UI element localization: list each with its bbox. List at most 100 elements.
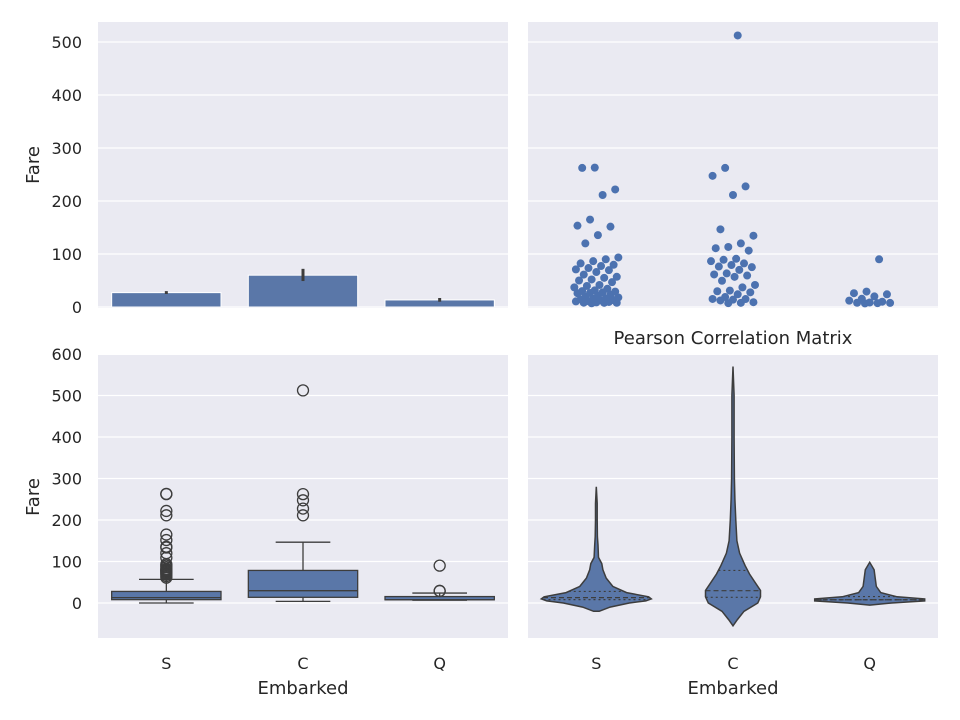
- strip-point: [732, 254, 741, 263]
- x-tick-label: Q: [863, 654, 876, 673]
- strip-point: [710, 270, 719, 279]
- strip-point: [589, 257, 598, 266]
- strip-point: [721, 293, 730, 302]
- strip-point: [711, 244, 720, 253]
- strip-point: [581, 239, 590, 248]
- strip-point: [722, 269, 731, 278]
- strip-point: [727, 261, 736, 270]
- strip-point: [600, 273, 609, 282]
- strip-point: [586, 215, 595, 224]
- y-tick-label: 300: [51, 470, 82, 489]
- violin-body: [704, 366, 762, 628]
- strip-point: [587, 275, 596, 284]
- outlier: [296, 384, 310, 397]
- strip-point: [721, 163, 730, 172]
- strip-chart-panel: [528, 31, 938, 308]
- outlier: [160, 504, 173, 518]
- outlier: [160, 540, 173, 553]
- panel-bar-background: [98, 22, 508, 308]
- strip-point: [614, 253, 623, 262]
- y-tick-label: 300: [51, 139, 82, 158]
- strip-point: [845, 296, 854, 305]
- strip-point: [718, 276, 726, 285]
- box: [247, 569, 359, 598]
- strip-point: [738, 283, 747, 292]
- violin-xlabel: Embarked: [687, 678, 778, 699]
- y-tick-label: 100: [51, 245, 82, 264]
- outlier: [160, 547, 173, 560]
- strip-point: [707, 257, 715, 266]
- outlier: [296, 494, 310, 507]
- outlier: [160, 528, 173, 541]
- strip-point: [746, 288, 755, 297]
- strip-point: [719, 255, 728, 264]
- strip-point: [595, 280, 604, 289]
- strip-point: [875, 255, 884, 264]
- x-tick-label: S: [591, 654, 601, 673]
- violin-body: [813, 560, 926, 606]
- x-tick-label: C: [727, 654, 738, 673]
- y-tick-label: 200: [51, 192, 82, 211]
- outlier: [433, 584, 446, 598]
- strip-point: [729, 191, 737, 200]
- y-tick-label: 0: [72, 298, 82, 317]
- strip-point: [749, 298, 758, 307]
- outlier: [296, 487, 310, 501]
- bar: [111, 292, 222, 308]
- strip-point: [575, 276, 584, 285]
- strip-point: [603, 284, 612, 293]
- strip-point: [736, 239, 745, 248]
- box-ylabel: Fare: [23, 478, 44, 516]
- strip-point: [725, 286, 734, 295]
- strip-point: [733, 290, 742, 299]
- strip-point: [862, 287, 871, 296]
- outlier: [296, 502, 310, 515]
- strip-point: [849, 289, 858, 298]
- strip-point: [611, 185, 620, 194]
- strip-point: [582, 281, 591, 290]
- outlier: [296, 509, 310, 522]
- strip-point: [741, 182, 750, 191]
- outlier: [160, 509, 173, 522]
- strip-point: [609, 260, 618, 269]
- strip-point: [716, 225, 725, 234]
- y-tick-label: 600: [51, 345, 82, 364]
- y-tick-label: 0: [72, 594, 82, 613]
- strip-point: [743, 271, 752, 280]
- strip-point: [741, 295, 750, 304]
- strip-point: [708, 294, 717, 303]
- strip-point: [713, 287, 722, 296]
- strip-point: [604, 266, 613, 275]
- strip-point: [606, 222, 615, 231]
- y-tick-label: 200: [51, 511, 82, 530]
- box-xlabel: Embarked: [257, 678, 348, 699]
- y-tick-label: 400: [51, 428, 82, 447]
- strip-point: [740, 259, 748, 268]
- strip-point: [724, 242, 733, 251]
- strip-point: [870, 292, 879, 301]
- strip-point: [708, 171, 717, 180]
- strip-point: [601, 255, 610, 264]
- strip-point: [578, 287, 587, 296]
- x-tick-label: C: [297, 654, 308, 673]
- outlier: [433, 559, 446, 572]
- strip-point: [886, 298, 895, 307]
- strip-point: [590, 163, 599, 172]
- y-tick-label: 400: [51, 86, 82, 105]
- strip-point: [570, 283, 579, 292]
- strip-point: [578, 163, 587, 172]
- strip-point: [608, 278, 617, 287]
- strip-point: [593, 231, 602, 240]
- strip-point: [857, 294, 866, 303]
- strip-point: [751, 280, 759, 289]
- strip-point: [573, 221, 582, 230]
- strip-point: [590, 286, 599, 295]
- strip-point: [865, 298, 874, 307]
- bar-ylabel: Fare: [23, 146, 44, 184]
- strip-point: [730, 272, 739, 281]
- box: [111, 590, 222, 601]
- strip-point: [597, 262, 606, 271]
- strip-point: [744, 246, 753, 255]
